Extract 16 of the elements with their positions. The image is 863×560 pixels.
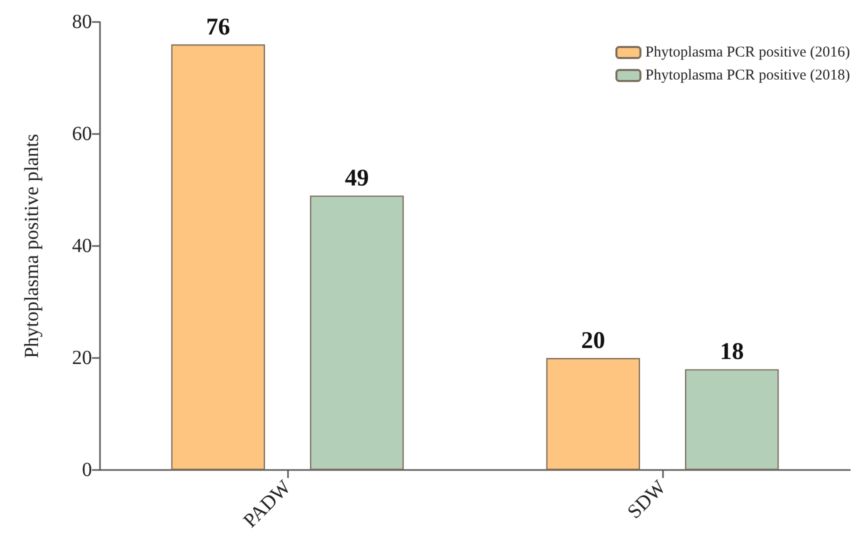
y-tick-label: 20 (72, 347, 92, 369)
data-label: 20 (581, 328, 606, 354)
data-label: 18 (720, 339, 744, 366)
bar (171, 44, 265, 470)
y-tick-label: 0 (82, 459, 92, 481)
y-tick-label: 80 (72, 11, 92, 33)
legend-label: Phytoplasma PCR positive (2016) (645, 44, 850, 60)
y-axis-title: Phytoplasma positive plants (21, 134, 43, 358)
data-label: 76 (206, 14, 230, 40)
legend-label: Phytoplasma PCR positive (2018) (645, 68, 850, 84)
y-tick-label: 60 (72, 123, 92, 145)
bar (546, 358, 640, 470)
data-label: 49 (344, 166, 369, 192)
bar (310, 196, 404, 470)
bar (685, 369, 779, 470)
y-tick-label: 40 (72, 235, 92, 257)
